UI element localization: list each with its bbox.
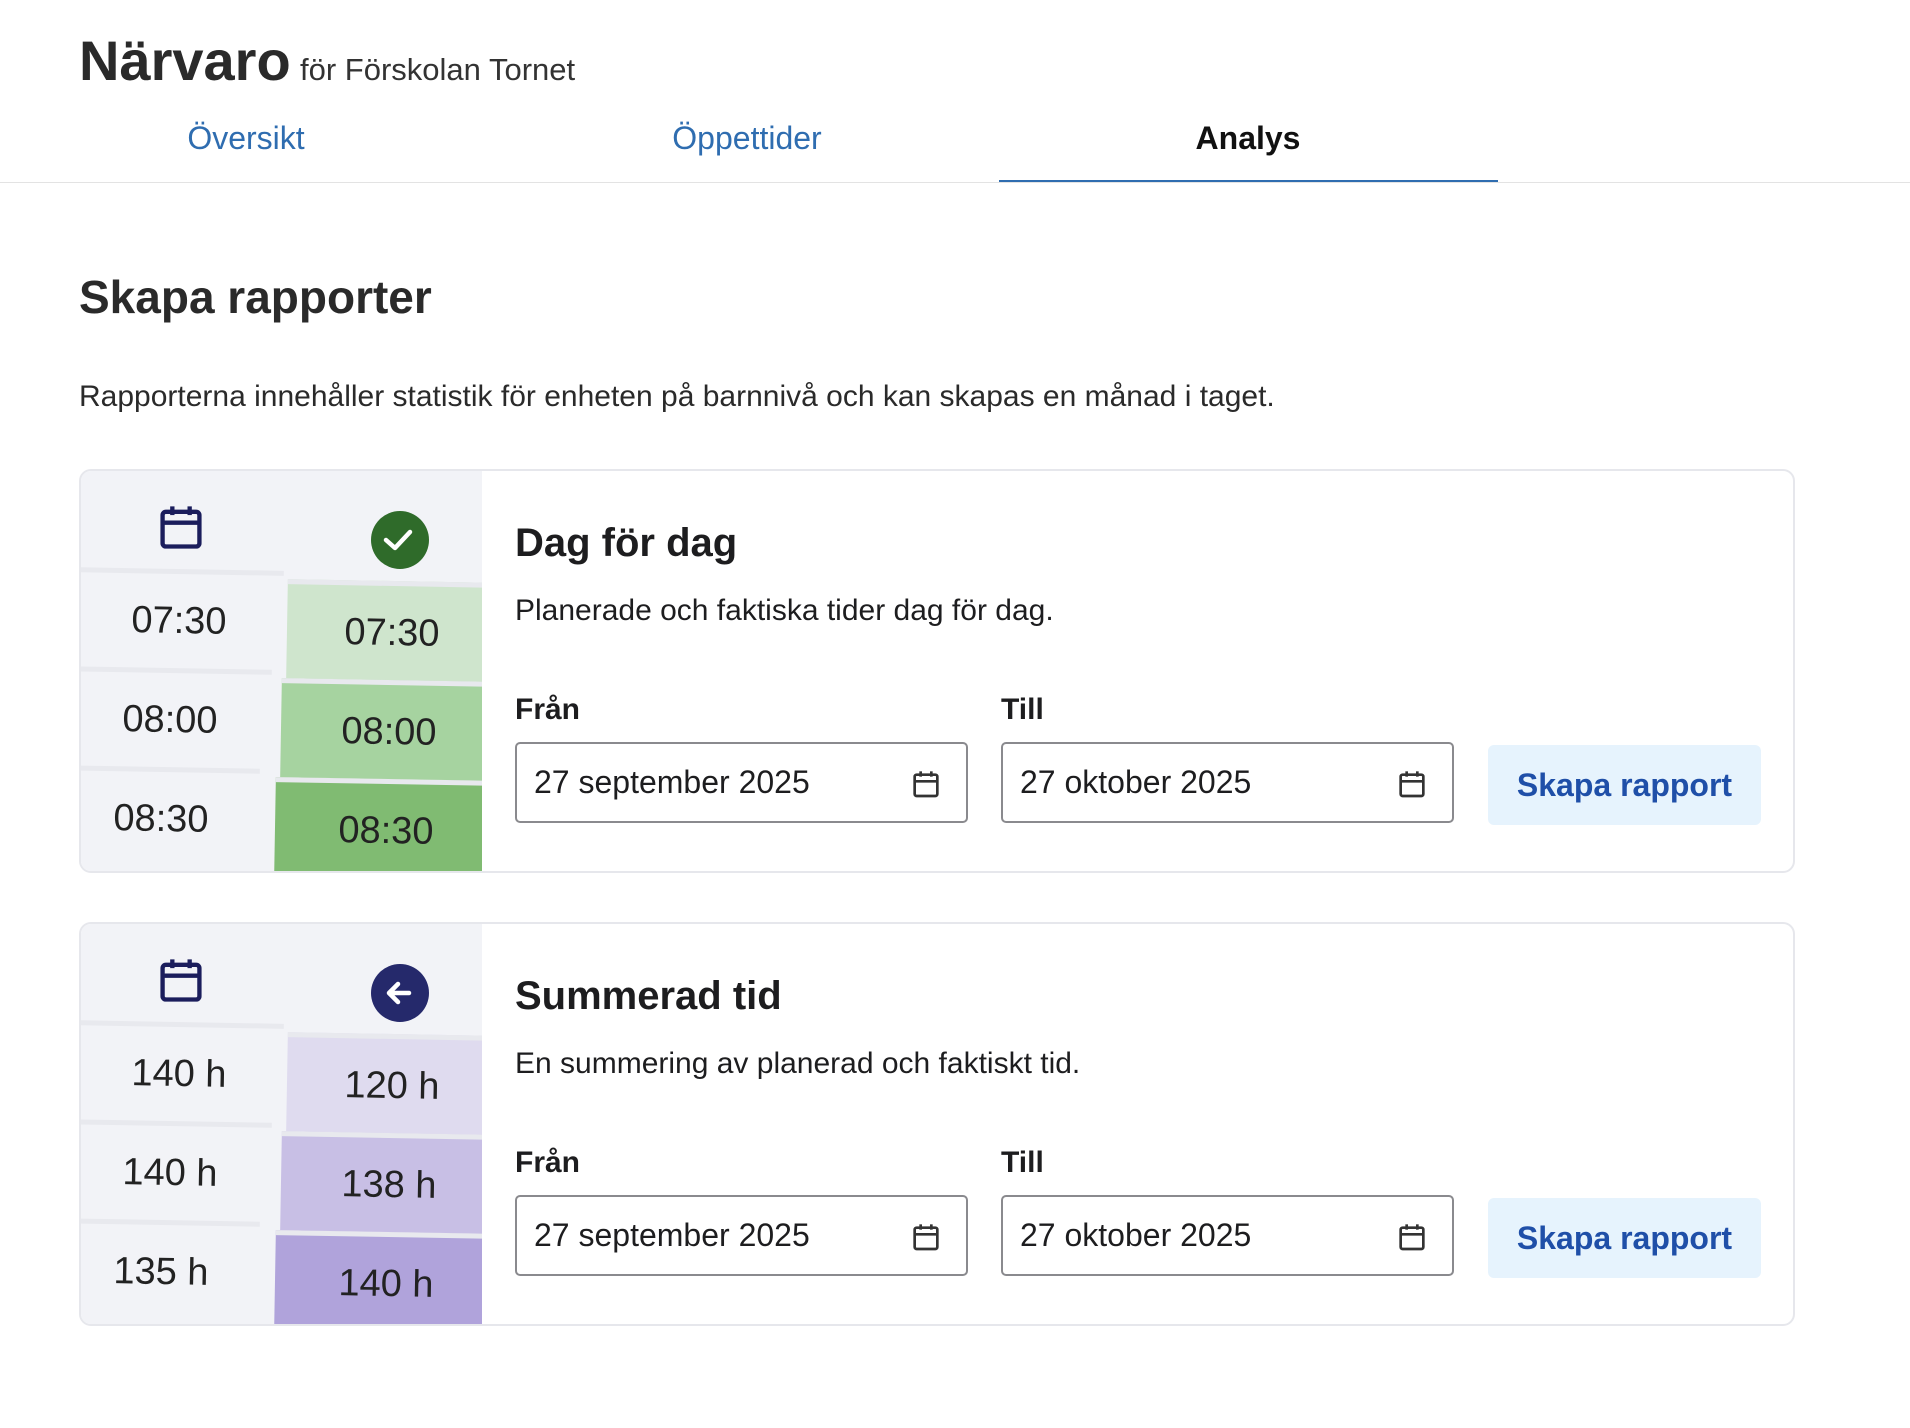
from-label: Från: [515, 693, 581, 726]
from-label: Från: [515, 1146, 581, 1179]
actual-cell: 138 h: [280, 1131, 482, 1234]
to-date-input[interactable]: 27 oktober 2025: [1001, 1195, 1454, 1276]
illustration: 140 h 120 h 140 h 138 h 135 h 140 h: [81, 924, 482, 1324]
to-label: Till: [1001, 1146, 1044, 1179]
planned-cell: 08:00: [81, 666, 272, 769]
calendar-icon: [913, 771, 939, 798]
actual-cell: 140 h: [274, 1230, 482, 1324]
to-date-input[interactable]: 27 oktober 2025: [1001, 742, 1454, 823]
tab-indicator: [999, 180, 1498, 183]
tab[interactable]: Översikt: [187, 120, 305, 156]
create-report-button[interactable]: Skapa rapport: [1488, 1198, 1761, 1278]
to-date-value: 27 oktober 2025: [1020, 1217, 1252, 1253]
calendar-icon: [1399, 771, 1425, 798]
planned-cell: 08:30: [81, 765, 260, 868]
calendar-icon: [160, 506, 202, 549]
to-date-value: 27 oktober 2025: [1020, 764, 1252, 800]
tab[interactable]: Öppettider: [672, 120, 822, 156]
calendar-icon: [1399, 1224, 1425, 1251]
page-title: Närvaro: [79, 29, 291, 92]
report-card: 140 h 120 h 140 h 138 h 135 h 140 h Summerad …: [79, 922, 1795, 1326]
section-description: Rapporterna innehåller statistik för enh…: [79, 380, 1275, 413]
tab-active[interactable]: Analys: [1195, 120, 1301, 156]
report-card: 07:30 07:30 08:00 08:00 08:30 08:30 Dag för d…: [79, 469, 1795, 873]
card-description: Planerade och faktiska tider dag för dag…: [515, 594, 1054, 627]
calendar-icon: [913, 1224, 939, 1251]
divider: [0, 182, 1910, 183]
planned-cell: 07:30: [81, 567, 284, 670]
planned-cell: 140 h: [81, 1119, 272, 1222]
section-title: Skapa rapporter: [79, 271, 432, 323]
from-date-input[interactable]: 27 september 2025: [515, 1195, 968, 1276]
actual-cell: 08:00: [280, 678, 482, 781]
to-label: Till: [1001, 693, 1044, 726]
create-report-button[interactable]: Skapa rapport: [1488, 745, 1761, 825]
card-title: Summerad tid: [515, 974, 782, 1018]
planned-cell: 135 h: [81, 1218, 260, 1321]
actual-cell: 08:30: [274, 777, 482, 871]
card-description: En summering av planerad och faktiskt ti…: [515, 1047, 1081, 1080]
planned-cell: 140 h: [81, 1020, 284, 1123]
status-icon: [371, 511, 429, 569]
illustration: 07:30 07:30 08:00 08:00 08:30 08:30: [81, 471, 482, 871]
status-icon: [371, 964, 429, 1022]
page-subtitle: för Förskolan Tornet: [300, 52, 576, 87]
actual-cell: 120 h: [286, 1032, 482, 1135]
card-title: Dag för dag: [515, 521, 738, 565]
from-date-input[interactable]: 27 september 2025: [515, 742, 968, 823]
calendar-icon: [160, 959, 202, 1002]
from-date-value: 27 september 2025: [534, 764, 810, 800]
from-date-value: 27 september 2025: [534, 1217, 810, 1253]
actual-cell: 07:30: [286, 579, 482, 682]
